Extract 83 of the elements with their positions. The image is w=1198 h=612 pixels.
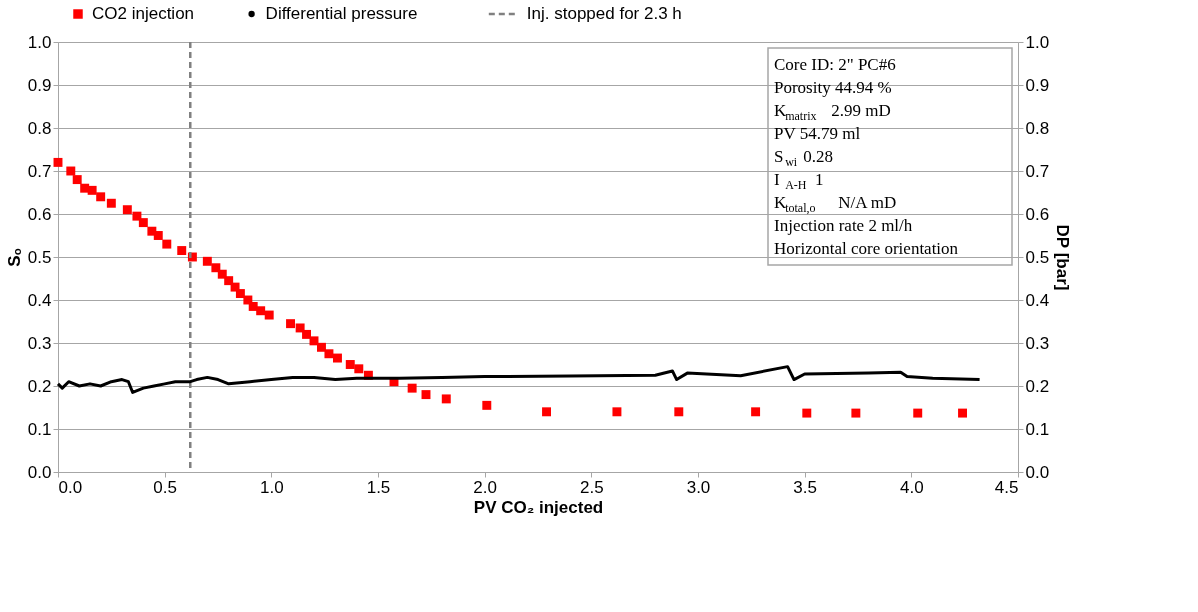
x-tick-label: 0.5 bbox=[153, 477, 177, 497]
legend-label: Inj. stopped for 2.3 h bbox=[526, 4, 682, 23]
point bbox=[441, 394, 451, 404]
point bbox=[80, 183, 90, 193]
point bbox=[302, 329, 312, 339]
annotation: Porosity 44.94 % bbox=[774, 78, 892, 97]
line-series bbox=[56, 365, 982, 394]
point bbox=[256, 306, 266, 316]
y2-tick-label: 1.0 bbox=[1025, 32, 1050, 52]
point bbox=[674, 407, 684, 417]
y2-tick-label: 0.7 bbox=[1025, 161, 1050, 181]
x-tick-label: 3.5 bbox=[793, 477, 817, 497]
point bbox=[345, 360, 355, 369]
point bbox=[177, 246, 187, 256]
point bbox=[421, 390, 431, 400]
y2-tick-label: 0.1 bbox=[1025, 419, 1050, 439]
point bbox=[224, 276, 234, 286]
y-tick-label: 1.0 bbox=[27, 32, 52, 52]
y-tick-label: 0.9 bbox=[27, 75, 52, 95]
y-tick-label: 0.3 bbox=[27, 333, 52, 353]
point bbox=[482, 400, 492, 410]
x-axis-title: PV CO₂ injected bbox=[473, 497, 604, 517]
y-tick-label: 0.4 bbox=[27, 290, 52, 310]
x-tick-label: 4.0 bbox=[900, 477, 924, 497]
annotation: Core ID: 2" PC#6 bbox=[774, 55, 896, 74]
point bbox=[332, 353, 342, 363]
point bbox=[407, 383, 417, 393]
point bbox=[612, 407, 622, 417]
x-tick-label: 1.5 bbox=[366, 477, 391, 497]
point bbox=[958, 408, 968, 418]
y2-tick-label: 0.4 bbox=[1025, 290, 1050, 310]
point bbox=[66, 166, 76, 176]
point bbox=[354, 364, 364, 374]
y-tick-label: 0.2 bbox=[27, 376, 52, 396]
y2-axis-title: DP [bar] bbox=[1053, 224, 1073, 291]
annotation: Horizontal core orientation bbox=[774, 239, 959, 258]
point bbox=[316, 342, 326, 352]
point bbox=[324, 349, 334, 359]
point bbox=[235, 289, 245, 299]
x-tick-label: 2.0 bbox=[473, 477, 497, 497]
y2-tick-label: 0.6 bbox=[1025, 204, 1050, 224]
point bbox=[162, 239, 172, 249]
x-tick-label: 2.5 bbox=[580, 477, 604, 497]
point bbox=[53, 157, 63, 167]
y-tick-label: 0.1 bbox=[27, 419, 52, 439]
y-tick-label: 0.0 bbox=[27, 462, 52, 482]
point bbox=[87, 185, 97, 195]
point bbox=[96, 192, 106, 202]
point bbox=[542, 407, 552, 417]
annotation: PV 54.79 ml bbox=[774, 124, 861, 143]
point bbox=[106, 198, 116, 208]
point bbox=[202, 256, 212, 266]
y2-tick-label: 0.8 bbox=[1025, 118, 1050, 138]
y-tick-label: 0.8 bbox=[27, 118, 52, 138]
point bbox=[751, 407, 761, 417]
point bbox=[264, 310, 274, 320]
y-axis-title: Sₒ bbox=[4, 248, 24, 267]
y-tick-label: 0.7 bbox=[27, 161, 52, 181]
y2-tick-label: 0.0 bbox=[1025, 462, 1050, 482]
point bbox=[211, 263, 221, 273]
point bbox=[295, 323, 305, 333]
point bbox=[851, 408, 861, 418]
x-tick-label: 1.0 bbox=[260, 477, 284, 497]
x-tick-label: 0.0 bbox=[58, 477, 83, 497]
point bbox=[802, 408, 812, 418]
point bbox=[913, 408, 923, 418]
point bbox=[286, 319, 296, 329]
y2-tick-label: 0.3 bbox=[1025, 333, 1050, 353]
legend-label: Differential pressure bbox=[265, 4, 418, 23]
legend-label: CO2 injection bbox=[92, 4, 195, 23]
annotation: Injection rate 2 ml/h bbox=[774, 216, 913, 235]
point bbox=[138, 218, 148, 228]
point bbox=[153, 231, 163, 240]
x-tick-label: 4.5 bbox=[994, 477, 1019, 497]
x-tick-label: 3.0 bbox=[686, 477, 711, 497]
y-tick-label: 0.6 bbox=[27, 204, 52, 224]
point bbox=[72, 175, 82, 185]
y2-tick-label: 0.2 bbox=[1025, 376, 1050, 396]
point bbox=[122, 205, 132, 215]
y-tick-label: 0.5 bbox=[27, 247, 52, 267]
y2-tick-label: 0.5 bbox=[1025, 247, 1050, 267]
y2-tick-label: 0.9 bbox=[1025, 75, 1050, 95]
point bbox=[132, 211, 142, 221]
